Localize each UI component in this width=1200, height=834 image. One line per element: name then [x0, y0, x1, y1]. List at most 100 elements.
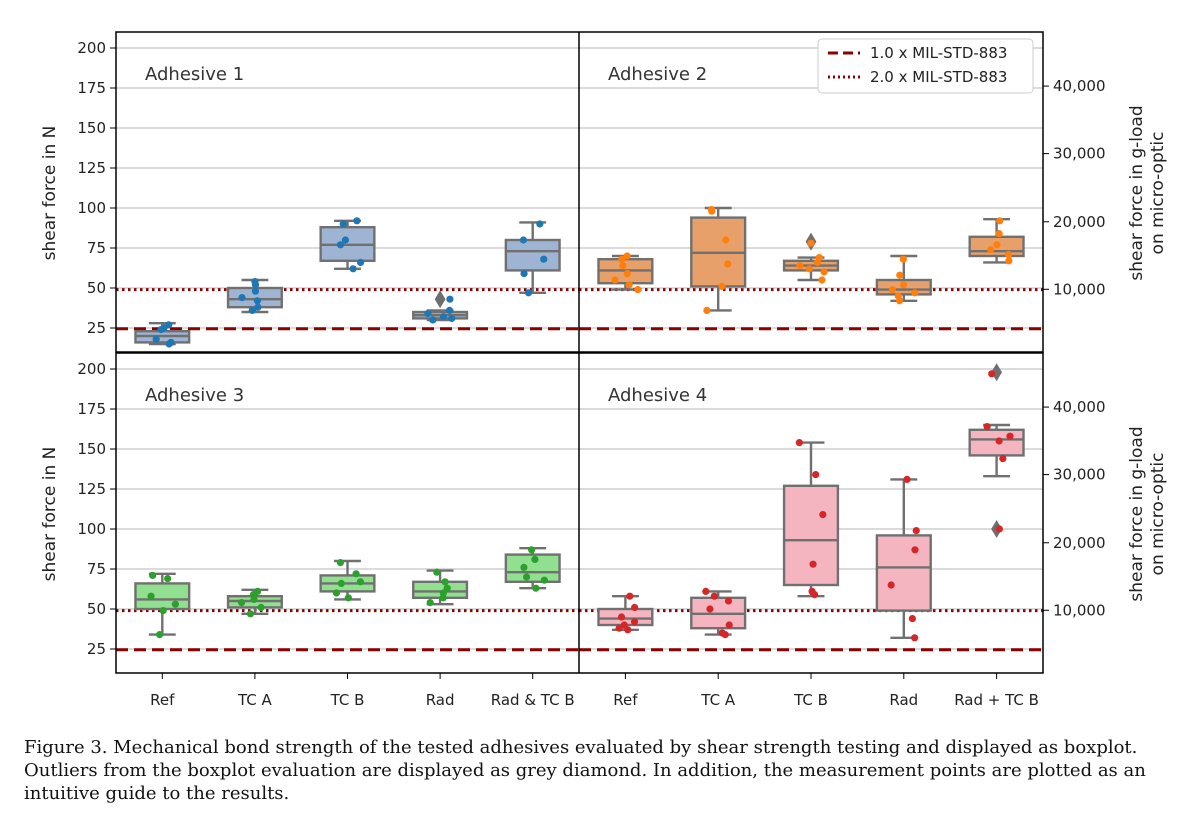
data-point	[988, 370, 996, 378]
data-point	[999, 455, 1007, 463]
data-point	[439, 313, 448, 321]
box-2-rad-tc-b	[968, 217, 1025, 265]
y-axis-label-right-top-line1: shear force in g-load	[1127, 105, 1147, 280]
y-tick-label-left: 25	[87, 640, 106, 658]
data-point	[725, 621, 733, 629]
box-4-tc-a	[690, 587, 747, 639]
x-tick-label: Rad + TC B	[954, 691, 1039, 709]
data-point	[446, 295, 454, 303]
y-tick-label-left: 175	[77, 79, 106, 97]
data-point	[899, 281, 908, 289]
box-1-rad-tc-b	[504, 220, 561, 297]
y-tick-label-right: 40,000	[1053, 398, 1106, 416]
box-2-tc-b	[782, 232, 840, 284]
data-point	[1006, 432, 1014, 440]
data-point	[356, 258, 365, 266]
data-point	[522, 573, 531, 581]
x-tick-label: Ref	[613, 691, 638, 709]
boxplot-figure: 25 50 75 100 125 150 175 200 10,000 20,000 30,000 4…	[40, 31, 1168, 709]
data-point	[718, 282, 726, 290]
data-point	[246, 610, 255, 618]
data-point	[254, 303, 262, 311]
data-point	[706, 605, 714, 613]
reference-lines	[116, 288, 1043, 652]
data-point	[807, 239, 815, 247]
data-point	[1005, 257, 1013, 265]
y-tick-label-left: 50	[87, 600, 106, 618]
panel-title-3: Adhesive 3	[145, 385, 244, 406]
y-tick-label-left: 200	[77, 39, 106, 57]
data-point	[896, 271, 904, 279]
data-point	[352, 570, 360, 578]
y-tick-label-left: 100	[77, 520, 106, 538]
data-point	[623, 252, 631, 260]
figure-caption: Figure 3. Mechanical bond strength of th…	[24, 737, 1146, 804]
y-tick-label-left: 75	[87, 560, 106, 578]
panel-title-4: Adhesive 4	[608, 385, 707, 406]
data-point	[983, 423, 991, 431]
y-tick-label-left: 125	[77, 159, 106, 177]
box-body	[504, 238, 561, 272]
data-point	[238, 294, 246, 302]
data-point	[812, 471, 820, 479]
data-point	[165, 340, 173, 348]
box-3-rad-tc-b	[504, 546, 561, 592]
y-tick-label-left: 150	[77, 119, 106, 137]
y-tick-label-left: 150	[77, 440, 106, 458]
box-1-tc-a	[226, 278, 283, 314]
data-point	[618, 255, 626, 263]
data-point	[625, 281, 633, 289]
data-point	[159, 607, 167, 615]
box-4-tc-b	[782, 439, 840, 599]
y-tick-label-right: 30,000	[1053, 466, 1106, 484]
data-point	[339, 220, 347, 228]
data-point	[520, 563, 528, 572]
data-point	[531, 555, 539, 564]
box-body	[412, 580, 469, 599]
box-body	[782, 484, 840, 587]
data-point	[626, 592, 634, 600]
data-point	[337, 579, 345, 588]
box-2-tc-a	[690, 206, 747, 314]
data-point	[250, 595, 258, 604]
box-4-rad-tc-b	[968, 363, 1025, 538]
y-axis-label-left-bottom: shear force in N	[40, 447, 60, 582]
y-axis-label-right-bottom-line2: on micro-optic	[1148, 453, 1168, 576]
data-point	[448, 314, 456, 322]
data-point	[724, 260, 732, 268]
x-tick-label: Rad & TC B	[491, 691, 575, 709]
data-point	[332, 589, 341, 597]
panel-title-2: Adhesive 2	[608, 64, 707, 85]
box-body	[134, 582, 191, 611]
data-point	[795, 439, 803, 447]
data-point	[818, 276, 826, 284]
data-point	[987, 246, 995, 254]
y-axis-label-right-top-line2: on micro-optic	[1148, 132, 1168, 255]
y-tick-label-left: 125	[77, 480, 106, 498]
data-point	[238, 599, 246, 607]
tick-layer: 25 50 75 100 125 150 175 200 10,000 20,000 30,000 4…	[77, 39, 1105, 709]
data-point	[912, 527, 920, 535]
data-point	[524, 289, 533, 297]
y-tick-label-right: 20,000	[1053, 534, 1106, 552]
box-3-ref	[134, 571, 191, 639]
data-point	[710, 592, 718, 600]
data-point	[1004, 250, 1013, 258]
data-point	[703, 306, 711, 314]
data-point	[630, 618, 639, 626]
data-point	[708, 207, 716, 215]
data-point	[996, 217, 1004, 225]
outlier-diamond	[434, 290, 446, 309]
x-tick-label: Rad	[426, 691, 455, 709]
data-point	[805, 265, 813, 273]
data-point	[527, 546, 536, 554]
data-point	[623, 270, 631, 278]
data-point	[899, 255, 907, 263]
box-3-tc-a	[226, 587, 283, 618]
data-point	[536, 220, 544, 228]
box-3-tc-b	[319, 559, 376, 602]
x-tick-label: Rad	[889, 691, 918, 709]
box-2-rad	[875, 254, 932, 305]
data-point	[519, 236, 528, 244]
data-point	[257, 603, 265, 612]
